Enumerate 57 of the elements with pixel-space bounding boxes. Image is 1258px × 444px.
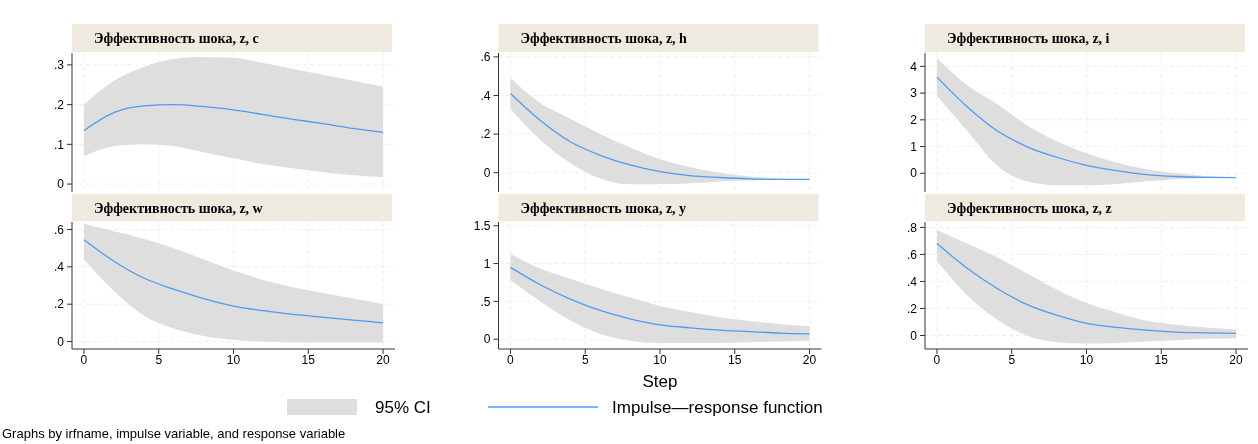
x-tick-label: 10 [226,353,241,367]
y-tick-label: 0 [910,166,918,181]
chart-title: Эффективность шока, z, z [947,200,1112,216]
x-tick-label: 20 [802,353,817,367]
y-tick-label: .6 [53,222,65,237]
y-tick-label: .2 [480,127,491,142]
y-tick-label: .2 [53,297,65,312]
y-tick-label: 0 [57,334,65,349]
y-tick-label: 0 [57,177,65,192]
y-tick-label: .5 [480,294,491,309]
y-tick-label: .3 [53,58,65,73]
line-series [83,103,384,134]
x-tick-label: 10 [1079,353,1094,367]
chart-title: Эффективность шока, z, c [94,31,259,46]
y-tick-label: .6 [480,50,491,65]
line-series [509,266,811,335]
y-tick-label: 0 [483,332,491,347]
y-tick-label: .4 [906,274,918,289]
chart-title: Эффективность шока, z, h [520,31,688,46]
x-tick-label: 5 [1008,353,1016,367]
y-tick-label: .2 [53,97,65,112]
y-tick-label: .1 [53,137,65,152]
chart-title: Эффективность шока, z, i [947,31,1110,46]
y-tick-label: 2 [910,113,918,128]
line-series [936,76,1237,179]
text: 95% CI [375,398,431,417]
x-tick-label: 15 [301,353,316,367]
x-tick-label: 5 [581,353,589,367]
x-tick-label: 20 [376,353,391,367]
text: Impulse—response function [612,398,823,417]
x-tick-label: 10 [653,353,667,367]
x-tick-label: 5 [155,353,163,367]
line-series [936,242,1237,335]
chart-title: Эффективность шока, z, w [94,200,264,216]
x-tick-label: 0 [80,353,88,367]
x-tick-label: 15 [728,353,742,367]
y-tick-label: .4 [480,88,491,103]
x-tick-label: 20 [1229,353,1244,367]
line-series [509,92,811,181]
y-tick-label: 0 [910,328,918,343]
line-series [83,239,384,324]
text: Graphs by irfname, impulse variable, and response variable [2,426,346,441]
y-tick-label: 1 [483,256,491,271]
y-tick-label: 1.5 [473,218,491,233]
x-tick-label: 0 [507,353,515,367]
y-tick-label: 4 [910,59,918,74]
y-tick-label: 1 [910,139,918,154]
y-tick-label: .4 [53,260,65,275]
x-tick-label: 0 [933,353,941,367]
y-tick-label: .2 [906,301,918,316]
x-axis-title: Step [642,372,678,391]
y-tick-label: .8 [906,220,918,235]
y-tick-label: 3 [910,86,918,101]
x-tick-label: 15 [1154,353,1169,367]
y-tick-label: .6 [906,247,918,262]
chart-title: Эффективность шока, z, y [520,200,687,216]
y-tick-label: 0 [483,165,491,180]
